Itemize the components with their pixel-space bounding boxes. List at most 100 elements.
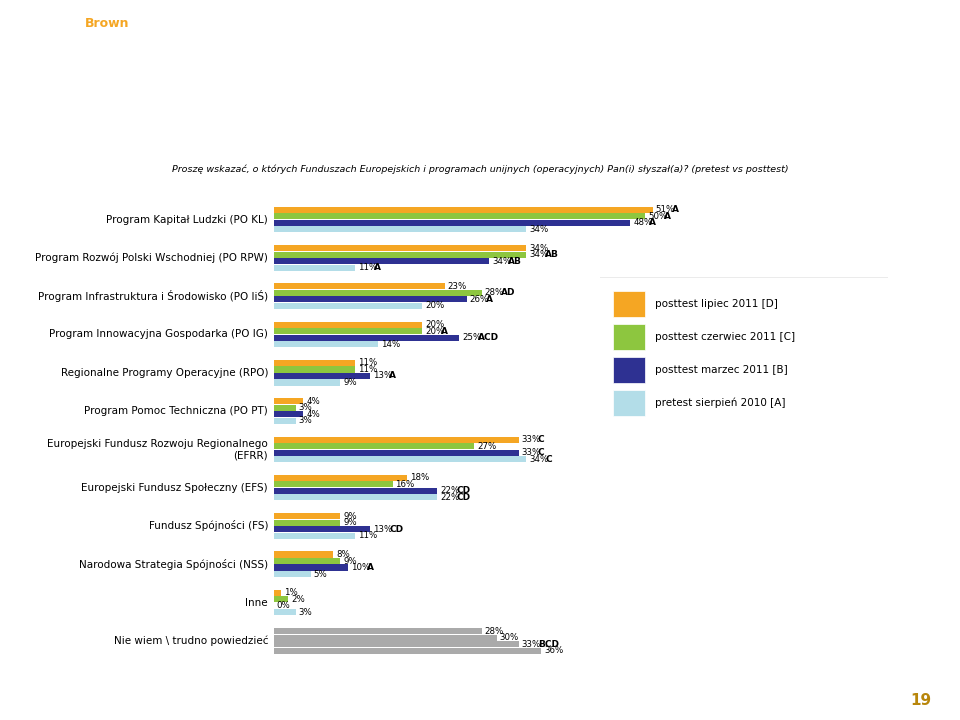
Bar <box>274 328 422 334</box>
Text: 5%: 5% <box>314 570 327 579</box>
Text: A: A <box>367 563 373 572</box>
Text: A: A <box>649 218 657 228</box>
Text: AB: AB <box>545 250 559 259</box>
Bar <box>274 264 355 271</box>
Text: 30%: 30% <box>499 633 518 642</box>
Text: 34%: 34% <box>492 256 512 266</box>
Text: 11%: 11% <box>358 531 377 540</box>
Bar <box>274 303 422 309</box>
Text: 4%: 4% <box>306 397 320 406</box>
Text: 28%: 28% <box>485 289 504 297</box>
Bar <box>274 634 496 641</box>
Bar <box>274 609 296 616</box>
Bar <box>274 474 407 481</box>
Bar <box>274 443 474 449</box>
Text: 27%: 27% <box>477 441 496 451</box>
Bar <box>274 596 288 603</box>
Text: CD: CD <box>456 493 470 502</box>
Text: 26%: 26% <box>469 295 489 304</box>
Text: A: A <box>389 372 396 380</box>
Bar <box>274 258 490 264</box>
Bar <box>274 533 355 539</box>
Bar <box>274 520 341 526</box>
Text: A: A <box>374 263 381 272</box>
FancyBboxPatch shape <box>613 324 645 350</box>
Bar <box>274 283 444 289</box>
Text: 51%: 51% <box>656 205 675 215</box>
Text: 10%: 10% <box>351 563 371 572</box>
Text: Millward: Millward <box>29 17 88 30</box>
Bar <box>274 456 526 462</box>
Text: 22%: 22% <box>440 487 459 495</box>
Text: 22%: 22% <box>440 493 459 502</box>
Bar <box>274 379 341 386</box>
Bar <box>274 290 482 296</box>
Text: 33%: 33% <box>522 448 541 457</box>
Text: 34%: 34% <box>529 250 548 259</box>
Bar <box>274 513 341 519</box>
Bar <box>274 213 645 220</box>
Text: 14%: 14% <box>380 340 400 348</box>
Text: CD: CD <box>389 525 403 534</box>
Bar <box>274 322 422 328</box>
Text: 1%: 1% <box>284 588 298 598</box>
Text: 36%: 36% <box>544 646 564 655</box>
Text: 20%: 20% <box>425 302 444 310</box>
Text: 34%: 34% <box>529 243 548 253</box>
Text: ACD: ACD <box>478 333 499 342</box>
Text: posttest czerwiec 2011 [C]: posttest czerwiec 2011 [C] <box>655 332 795 342</box>
Bar <box>274 251 526 258</box>
Text: 11%: 11% <box>358 365 377 374</box>
Text: Brown: Brown <box>84 17 129 30</box>
Text: 0%: 0% <box>276 601 290 611</box>
Text: C: C <box>538 448 544 457</box>
Text: 3%: 3% <box>299 416 313 426</box>
Text: 28%: 28% <box>485 626 504 636</box>
Bar <box>274 564 348 570</box>
FancyBboxPatch shape <box>613 291 645 317</box>
Text: (operacyjnych) – cała Polska: (operacyjnych) – cała Polska <box>341 130 619 148</box>
Text: AB: AB <box>508 256 522 266</box>
Text: 50%: 50% <box>648 212 667 221</box>
Text: 20%: 20% <box>425 327 444 336</box>
Bar <box>274 226 526 233</box>
Bar <box>274 495 437 500</box>
Text: 48%: 48% <box>634 218 653 228</box>
Text: A: A <box>672 205 679 215</box>
Bar <box>274 558 341 564</box>
Text: Znajomość wspomagana nazw Funduszy Europejskich / programów unijnych: Znajomość wspomagana nazw Funduszy Europ… <box>108 89 852 108</box>
Text: AD: AD <box>501 289 516 297</box>
Text: 9%: 9% <box>344 378 357 387</box>
Bar <box>274 360 355 366</box>
Bar <box>274 405 296 411</box>
Text: Proszę wskazać, o których Funduszach Europejskich i programach unijnych (operacy: Proszę wskazać, o których Funduszach Eur… <box>172 164 788 174</box>
Text: 19: 19 <box>910 693 931 708</box>
Text: posttest marzec 2011 [B]: posttest marzec 2011 [B] <box>655 365 787 375</box>
FancyBboxPatch shape <box>613 390 645 416</box>
Bar <box>274 373 371 379</box>
Text: posttest lipiec 2011 [D]: posttest lipiec 2011 [D] <box>655 299 778 309</box>
Text: 25%: 25% <box>463 333 482 342</box>
Text: SMG/KRC: SMG/KRC <box>31 46 82 56</box>
Text: C: C <box>545 454 552 464</box>
Text: 4%: 4% <box>306 410 320 419</box>
Text: C: C <box>538 435 544 444</box>
Bar <box>274 341 377 347</box>
Text: BCD: BCD <box>538 639 559 649</box>
Text: 2%: 2% <box>292 595 305 604</box>
Text: 11%: 11% <box>358 263 377 272</box>
Text: 9%: 9% <box>344 518 357 527</box>
Text: 9%: 9% <box>344 512 357 521</box>
Bar <box>274 366 355 372</box>
Bar <box>274 647 541 654</box>
Text: 23%: 23% <box>447 282 467 291</box>
Text: A: A <box>486 295 492 304</box>
Bar <box>274 207 653 213</box>
Text: 33%: 33% <box>522 639 541 649</box>
Bar <box>274 449 518 456</box>
Bar <box>274 411 303 418</box>
Text: A: A <box>442 327 448 336</box>
Text: 13%: 13% <box>373 372 393 380</box>
Text: 8%: 8% <box>336 550 349 559</box>
Bar <box>274 335 460 341</box>
